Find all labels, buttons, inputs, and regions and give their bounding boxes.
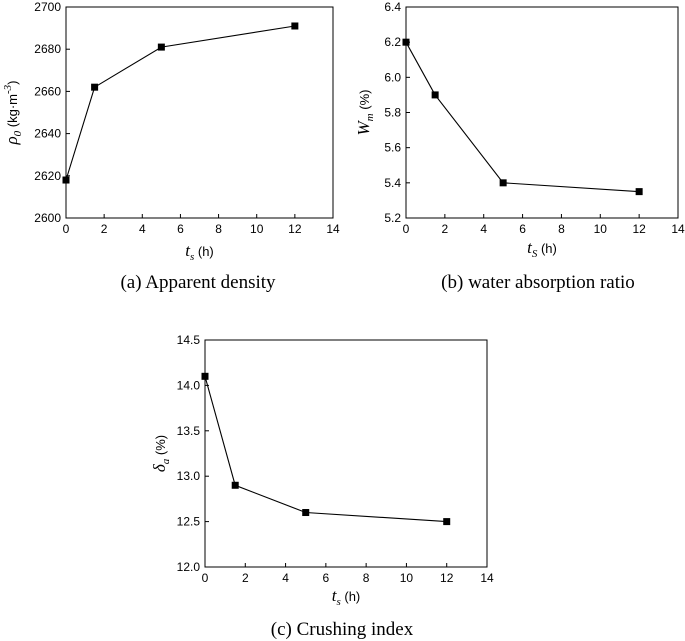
x-axis-subscript: s: [336, 596, 340, 608]
x-tick-label: 12: [632, 222, 646, 236]
plot-frame: [405, 6, 679, 219]
y-axis-label: δa (%): [150, 435, 172, 472]
chart-water-absorption-ratio: 0 2 4 6 8 10 12 14 5.2 5.4 5.6 5.8 6.0 6.2 6.4 tS (h) Wm…: [354, 0, 685, 293]
x-axis-subscript: S: [532, 248, 538, 260]
y-axis-unit: (%): [357, 90, 372, 114]
data-point-marker: [402, 38, 410, 46]
y-axis-label: ρ0 (kg·m-3): [2, 80, 24, 145]
x-tick-label: 2: [242, 571, 249, 585]
x-tick-label: 8: [215, 222, 222, 236]
x-axis-symbol: t: [527, 238, 533, 257]
y-axis-close-paren: ): [5, 80, 20, 84]
data-point-marker: [291, 22, 299, 30]
x-tick-label: 6: [177, 222, 184, 236]
data-point-marker: [635, 188, 643, 196]
y-tick-label: 6.4: [384, 0, 401, 14]
data-point-marker: [91, 83, 99, 91]
data-point-marker: [157, 43, 165, 51]
x-tick-label: 2: [101, 222, 108, 236]
x-axis-symbol: t: [332, 586, 338, 605]
y-axis-symbol: δ: [150, 463, 169, 472]
data-point-marker: [231, 481, 239, 489]
y-tick-label: 14.0: [177, 378, 201, 392]
y-tick-label: 13.0: [177, 469, 201, 483]
x-tick-label: 2: [442, 222, 449, 236]
data-point-marker: [201, 372, 209, 380]
x-tick-label: 4: [282, 571, 289, 585]
series-line: [405, 41, 640, 193]
x-tick-label: 4: [139, 222, 146, 236]
plot-frame: [204, 339, 488, 568]
y-tick-label: 2600: [34, 211, 61, 225]
x-tick-label: 10: [400, 571, 414, 585]
x-tick-label: 10: [250, 222, 264, 236]
y-tick-label: 6.2: [384, 35, 401, 49]
x-tick-label: 12: [288, 222, 302, 236]
y-tick-label: 12.5: [177, 515, 201, 529]
x-axis-subscript: s: [190, 251, 194, 263]
data-point-marker: [431, 91, 439, 99]
y-tick-label: 5.6: [384, 141, 401, 155]
x-tick-label: 6: [323, 571, 330, 585]
y-axis-symbol: ρ: [2, 136, 21, 145]
chart-apparent-density: 0 2 4 6 8 10 12 14 2600 2620 2640 2660 2680 2700 ts (h…: [2, 0, 340, 293]
data-point-marker: [62, 176, 70, 184]
y-axis-subscript: a: [160, 458, 172, 464]
y-tick-label: 2700: [34, 0, 61, 14]
y-axis-subscript: m: [364, 113, 376, 121]
y-tick-label: 2660: [34, 84, 61, 98]
x-tick-label: 4: [480, 222, 487, 236]
x-axis-label: ts (h): [332, 586, 361, 608]
plot-frame: [65, 6, 334, 219]
x-axis-label: ts (h): [185, 241, 214, 263]
y-axis-symbol: W: [354, 119, 373, 135]
x-tick-label: 0: [63, 222, 70, 236]
x-tick-label: 14: [480, 571, 494, 585]
chart-caption: (b) water absorption ratio: [441, 272, 635, 293]
y-axis-unit: (kg·m: [5, 94, 20, 131]
data-point-marker: [443, 518, 451, 526]
x-tick-label: 12: [440, 571, 454, 585]
chart-caption: (a) Apparent density: [120, 272, 276, 293]
y-tick-label: 6.0: [384, 70, 401, 84]
x-axis-symbol: t: [185, 241, 191, 260]
y-tick-label: 13.5: [177, 424, 201, 438]
y-tick-label: 2620: [34, 169, 61, 183]
y-tick-label: 12.0: [177, 560, 201, 574]
y-tick-label: 5.4: [384, 176, 401, 190]
x-tick-label: 14: [326, 222, 340, 236]
y-tick-label: 2680: [34, 42, 61, 56]
x-axis-unit: (h): [537, 241, 557, 256]
data-point-marker: [302, 509, 310, 517]
chart-caption: (c) Crushing index: [271, 619, 414, 640]
x-tick-label: 8: [363, 571, 370, 585]
x-tick-label: 14: [671, 222, 685, 236]
x-axis-label: tS (h): [527, 238, 557, 260]
x-tick-label: 10: [594, 222, 608, 236]
x-tick-label: 0: [403, 222, 410, 236]
y-axis-unit: (%): [153, 435, 168, 459]
y-tick-label: 2640: [34, 127, 61, 141]
x-tick-label: 0: [202, 571, 209, 585]
x-axis-unit: (h): [341, 589, 361, 604]
y-tick-label: 5.8: [384, 106, 401, 120]
series-line: [204, 376, 447, 523]
series-line: [65, 25, 295, 181]
y-tick-label: 14.5: [177, 333, 201, 347]
x-tick-label: 6: [519, 222, 526, 236]
x-tick-label: 8: [558, 222, 565, 236]
y-axis-superscript: -3: [2, 84, 14, 94]
y-tick-label: 5.2: [384, 211, 401, 225]
data-point-marker: [499, 179, 507, 187]
y-axis-label: Wm (%): [354, 90, 376, 136]
chart-crushing-index: 0 2 4 6 8 10 12 14 12.0 12.5 13.0 13.5 14.0 14.5 ts (h…: [150, 333, 494, 640]
x-axis-unit: (h): [194, 244, 214, 259]
y-axis-subscript: 0: [12, 130, 24, 136]
